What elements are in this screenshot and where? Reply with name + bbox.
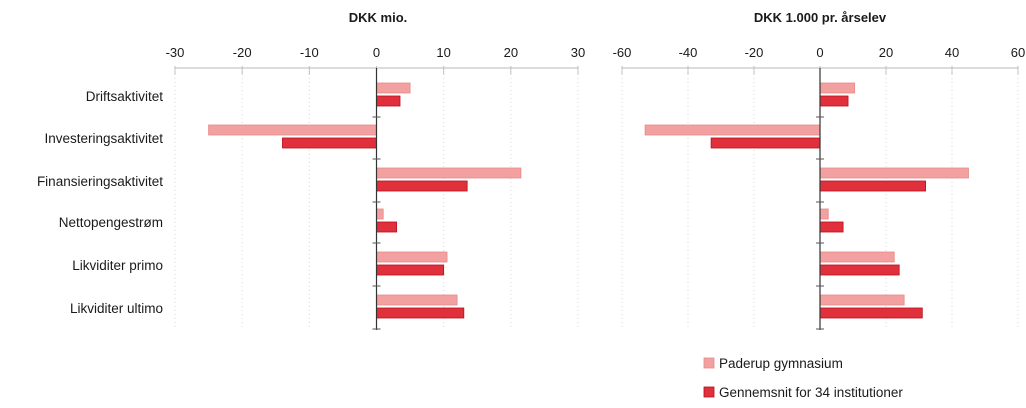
- chart-1-title: DKK mio.: [349, 10, 408, 25]
- chart-1-tick-label: -10: [300, 45, 319, 60]
- bar-chart1-series1-5: [376, 294, 458, 306]
- bar-chart1-series2-2: [376, 180, 468, 192]
- legend-swatch-2: [703, 386, 715, 398]
- bar-chart2-series2-5: [819, 307, 923, 319]
- bar-chart2-series2-4: [819, 264, 900, 276]
- category-label: Nettopengestrøm: [59, 215, 163, 230]
- chart-2-tick-label: -40: [679, 45, 698, 60]
- bar-chart2-series1-3: [819, 208, 829, 220]
- category-label: Driftsaktivitet: [86, 89, 164, 104]
- bar-chart1-series1-2: [376, 167, 522, 179]
- chart-2-title: DKK 1.000 pr. årselev: [754, 10, 887, 25]
- bar-chart2-series2-3: [819, 221, 844, 233]
- category-label: Finansieringsaktivitet: [37, 174, 163, 189]
- chart-2-tick-label: 40: [945, 45, 959, 60]
- bar-chart1-series2-1: [282, 137, 377, 149]
- chart-1-tick-label: -30: [166, 45, 185, 60]
- bar-chart2-series2-2: [819, 180, 926, 192]
- bar-chart1-series2-0: [376, 95, 401, 107]
- chart-2-tick-label: 20: [879, 45, 893, 60]
- bar-chart2-series2-1: [710, 137, 821, 149]
- bar-chart2-series1-4: [819, 251, 895, 263]
- chart-2-tick-label: -20: [745, 45, 764, 60]
- chart-1-tick-label: 0: [373, 45, 380, 60]
- bar-chart2-series2-0: [819, 95, 849, 107]
- legend-label-1: Paderup gymnasium: [719, 356, 843, 371]
- chart-2-tick-label: -60: [613, 45, 632, 60]
- chart-1-tick-label: 30: [571, 45, 585, 60]
- chart-1-tick-label: 20: [504, 45, 518, 60]
- bar-chart1-series1-3: [376, 208, 384, 220]
- bar-chart1-series1-4: [376, 251, 448, 263]
- bar-chart2-series1-5: [819, 294, 905, 306]
- category-label: Investeringsaktivitet: [44, 131, 163, 146]
- legend-swatch-1: [703, 357, 715, 369]
- bar-chart2-series1-2: [819, 167, 969, 179]
- category-label: Likviditer primo: [72, 258, 163, 273]
- bar-chart1-series2-4: [376, 264, 445, 276]
- bar-chart1-series2-5: [376, 307, 465, 319]
- bar-chart2-series1-1: [644, 124, 821, 136]
- bar-chart1-series1-0: [376, 82, 411, 94]
- bar-chart2-series1-0: [819, 82, 856, 94]
- chart-1-tick-label: 10: [436, 45, 450, 60]
- chart-2-tick-label: 60: [1011, 45, 1025, 60]
- bar-chart1-series2-3: [376, 221, 398, 233]
- legend-label-2: Gennemsnit for 34 institutioner: [719, 385, 903, 400]
- category-label: Likviditer ultimo: [70, 301, 163, 316]
- bar-chart1-series1-1: [208, 124, 377, 136]
- chart-1-tick-label: -20: [233, 45, 252, 60]
- chart-2-tick-label: 0: [816, 45, 823, 60]
